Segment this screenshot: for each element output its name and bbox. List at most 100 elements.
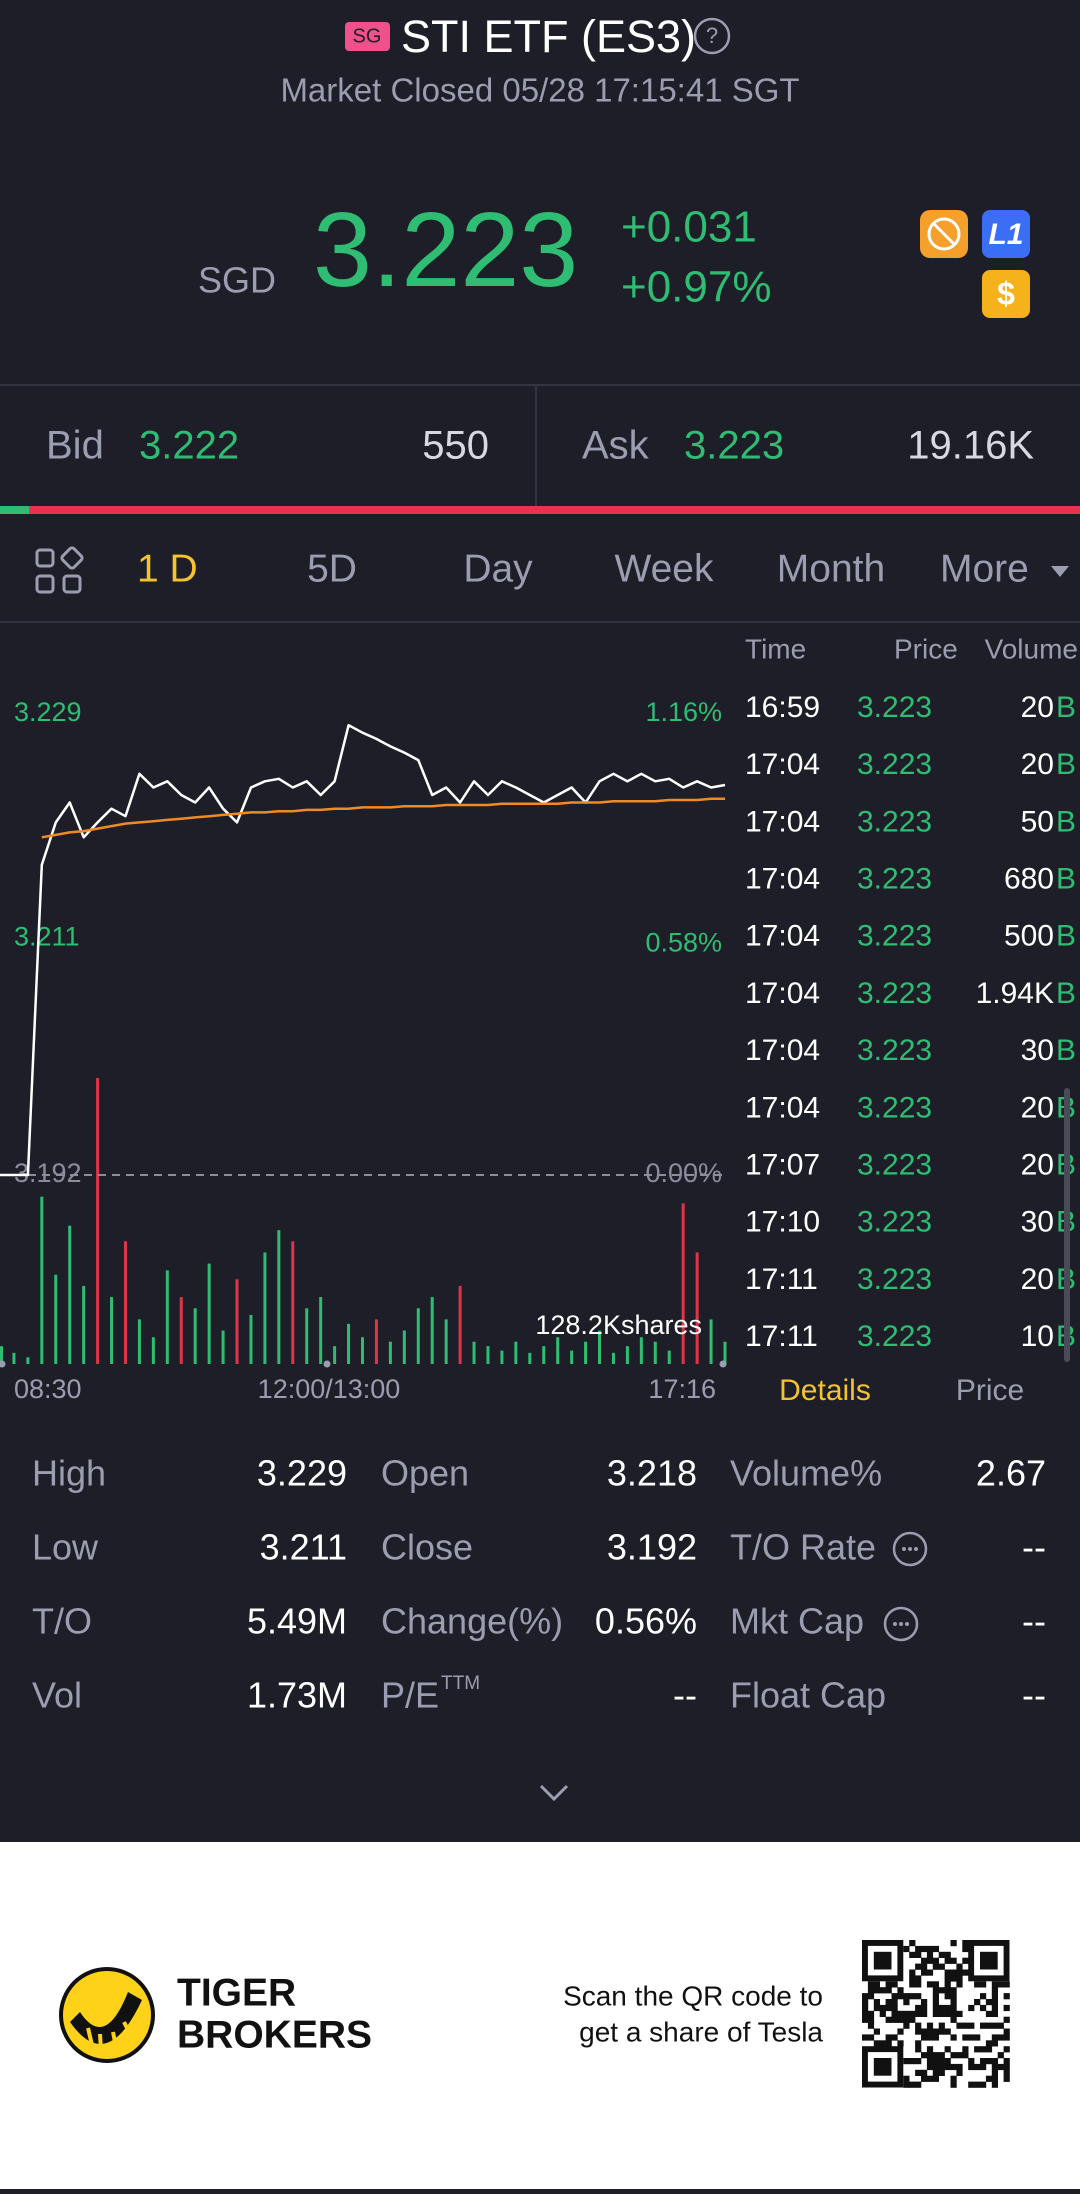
qr-module <box>991 1987 998 1994</box>
volume-bar <box>179 1297 183 1364</box>
qr-module <box>950 2004 957 2012</box>
qr-module <box>932 2052 939 2059</box>
qr-code <box>862 1939 1010 2088</box>
volume-bar <box>556 1337 560 1364</box>
qr-module <box>950 2016 957 2023</box>
price-tab[interactable]: Price <box>956 1374 1024 1407</box>
qr-module <box>974 2034 981 2041</box>
help-icon[interactable] <box>693 17 731 55</box>
qr-module <box>956 1975 963 1982</box>
period-tab[interactable]: Day <box>463 547 533 590</box>
qr-module <box>932 2058 939 2065</box>
qr-module <box>926 1951 934 1958</box>
qr-module <box>885 2040 892 2047</box>
qr-module <box>885 1981 892 1988</box>
stat-label: T/O <box>32 1601 92 1642</box>
info-icon[interactable] <box>892 1531 928 1567</box>
qr-module <box>915 1945 922 1953</box>
volume-bar <box>68 1225 72 1364</box>
qr-module <box>1003 2034 1010 2041</box>
period-tab[interactable]: More <box>940 547 1029 590</box>
qr-module <box>985 2046 993 2053</box>
scrollbar <box>1064 1088 1070 1362</box>
dividend-badge[interactable] <box>982 270 1030 318</box>
info-icon[interactable] <box>883 1606 919 1642</box>
level-badge[interactable] <box>982 210 1030 258</box>
trade-volume: 10 <box>1021 1320 1054 1353</box>
details-tab[interactable]: Details <box>779 1374 871 1407</box>
qr-module <box>926 2028 934 2035</box>
volume-bar <box>570 1350 574 1364</box>
qr-module <box>1003 1981 1010 1988</box>
trade-price: 3.223 <box>857 1263 932 1296</box>
info-icon-dot <box>905 1622 909 1626</box>
qr-module <box>962 1957 969 1964</box>
qr-module <box>926 1945 934 1953</box>
dividend-badge-text: $ <box>997 275 1015 311</box>
volume-bar <box>235 1279 239 1364</box>
volume-bar <box>361 1337 364 1364</box>
expand-chevron[interactable] <box>539 1784 569 1802</box>
qr-module <box>956 1963 963 1970</box>
qr-module <box>891 1999 898 2006</box>
stat-label: Open <box>381 1453 469 1494</box>
ask-size: 19.16K <box>907 424 1034 468</box>
qr-module <box>926 2052 934 2059</box>
qr-module <box>962 1969 969 1976</box>
qr-module <box>932 1957 939 1964</box>
qr-module <box>862 2034 869 2041</box>
trade-volume: 500 <box>1004 920 1054 953</box>
title[interactable]: STI ETF (ES3) <box>401 11 696 62</box>
qr-module <box>915 2069 922 2076</box>
qr-module <box>891 2004 898 2012</box>
qr-finder <box>862 2046 904 2088</box>
qr-module <box>932 1963 939 1970</box>
trade-time: 17:11 <box>745 1320 818 1353</box>
qr-module <box>944 1957 951 1964</box>
volume-bar <box>263 1252 267 1364</box>
volume-bar <box>458 1285 462 1364</box>
stat-value: 3.229 <box>257 1453 347 1494</box>
volume-bar <box>625 1346 629 1364</box>
qr-module <box>926 2058 934 2065</box>
stat-value: -- <box>1022 1675 1046 1716</box>
qr-module <box>915 1963 922 1970</box>
period-tab[interactable]: 1 D <box>137 547 198 590</box>
trade-side: B <box>1056 920 1076 953</box>
qr-module <box>891 2034 898 2041</box>
qr-module <box>962 1940 969 1947</box>
volume-bar <box>193 1308 197 1364</box>
layout-icon[interactable] <box>35 546 84 594</box>
trade-price: 3.223 <box>857 1320 932 1353</box>
qr-module <box>885 1999 892 2006</box>
qr-module <box>950 1993 957 2000</box>
qr-module <box>985 2058 993 2065</box>
qr-module <box>897 2016 904 2023</box>
y2-tick-label: 0.00% <box>645 1158 722 1188</box>
more-caret[interactable] <box>1051 566 1069 577</box>
qr-module <box>944 2010 951 2017</box>
qr-module <box>909 1981 916 1988</box>
qr-module <box>938 2069 945 2076</box>
qr-module <box>1003 2028 1010 2035</box>
trade-price: 3.223 <box>857 691 932 724</box>
qr-module <box>938 2028 945 2035</box>
qr-module <box>991 2010 998 2017</box>
qr-module <box>909 1969 916 1976</box>
logo <box>59 1967 155 2063</box>
qr-module <box>980 1981 987 1988</box>
volume-bar <box>0 1346 3 1364</box>
volume-bar <box>611 1352 615 1364</box>
period-tab[interactable]: 5D <box>307 547 357 590</box>
qr-module <box>915 1993 922 2000</box>
trade-time: 17:04 <box>745 805 820 838</box>
qr-module <box>921 2069 928 2076</box>
period-tab[interactable]: Week <box>615 547 714 590</box>
period-tab[interactable]: Month <box>777 547 885 590</box>
qr-module <box>891 1981 898 1988</box>
y-tick-label: 3.192 <box>14 1158 82 1188</box>
qr-module <box>991 2063 998 2071</box>
volume-bar <box>277 1230 281 1364</box>
qr-module <box>909 2010 916 2017</box>
qr-module <box>950 1999 957 2006</box>
